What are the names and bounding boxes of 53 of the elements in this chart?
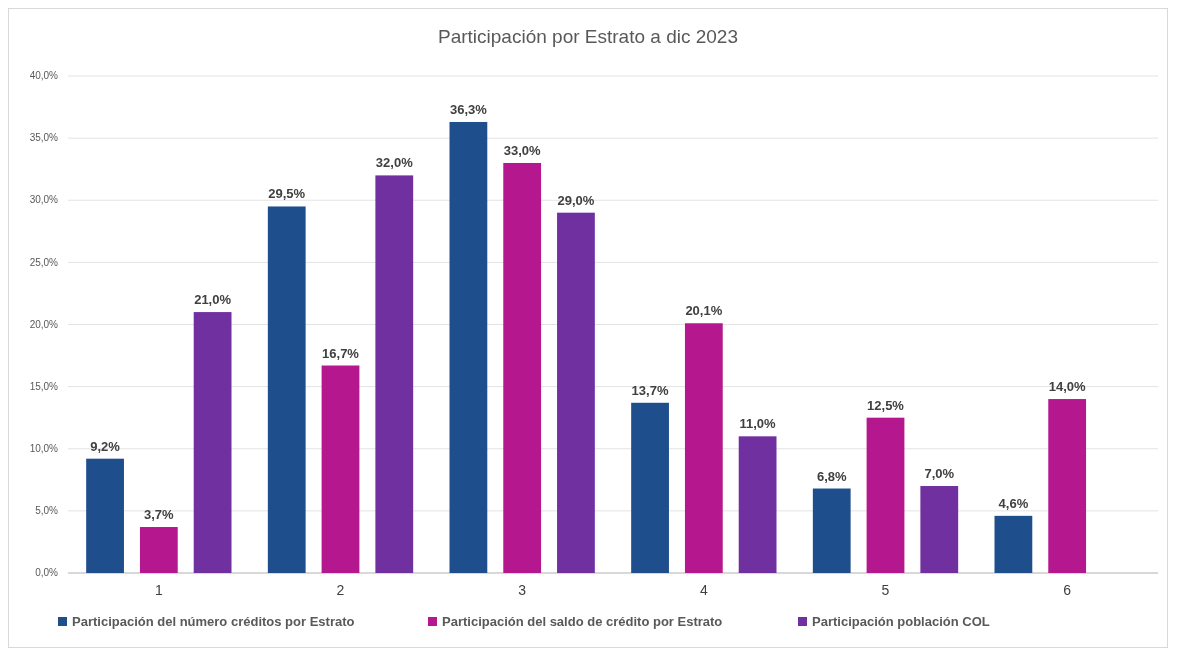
y-tick-label: 30,0% — [29, 194, 59, 206]
data-label: 29,0% — [557, 192, 595, 208]
x-tick-label: 3 — [518, 582, 527, 598]
data-label: 12,5% — [867, 397, 905, 413]
x-tick-label: 5 — [881, 582, 890, 598]
x-tick-label: 4 — [699, 582, 708, 598]
data-label: 3,7% — [144, 507, 175, 523]
bar — [920, 486, 959, 573]
data-label: 29,5% — [268, 186, 306, 202]
data-label: 9,2% — [90, 438, 121, 454]
bar — [866, 417, 905, 573]
legend-label: Participación del saldo de crédito por Estrato — [442, 614, 723, 629]
data-label: 20,1% — [685, 303, 723, 319]
data-label: 11,0% — [739, 416, 777, 432]
y-tick-label: 35,0% — [29, 132, 59, 144]
bar — [321, 365, 360, 573]
y-tick-label: 25,0% — [29, 256, 59, 268]
bar — [994, 515, 1033, 573]
bar — [503, 162, 542, 573]
data-label: 6,8% — [816, 468, 847, 484]
data-label: 7,0% — [924, 466, 955, 482]
bar — [631, 402, 669, 573]
data-label: 32,0% — [375, 155, 414, 171]
y-tick-label: 15,0% — [29, 380, 59, 392]
bar — [193, 312, 232, 573]
y-tick-label: 20,0% — [29, 318, 59, 330]
data-label: 4,6% — [998, 495, 1029, 511]
data-label: 13,7% — [631, 382, 669, 398]
x-tick-label: 2 — [336, 582, 345, 598]
y-tick-label: 5,0% — [35, 505, 59, 517]
legend-label: Participación población COL — [812, 614, 990, 629]
y-tick-label: 0,0% — [35, 567, 59, 579]
bar — [375, 175, 414, 573]
x-tick-label: 6 — [1063, 582, 1072, 598]
x-tick-label: 1 — [154, 582, 163, 598]
y-tick-label: 40,0% — [29, 70, 59, 82]
bar — [449, 121, 488, 573]
bar — [267, 206, 306, 573]
bar — [86, 458, 124, 573]
chart-title: Participación por Estrato a dic 2023 — [438, 26, 738, 47]
data-label: 14,0% — [1048, 379, 1087, 395]
data-label: 21,0% — [194, 292, 232, 308]
data-label: 36,3% — [449, 101, 488, 117]
bar — [738, 436, 777, 573]
data-label: 33,0% — [503, 142, 542, 158]
y-tick-label: 10,0% — [29, 442, 59, 454]
bar — [684, 323, 723, 573]
legend-label: Participación del número créditos por Estrato — [72, 614, 355, 629]
bar — [557, 212, 595, 573]
bar — [1048, 399, 1087, 573]
bar — [812, 488, 851, 573]
data-label: 16,7% — [322, 345, 360, 361]
bar — [139, 527, 178, 573]
